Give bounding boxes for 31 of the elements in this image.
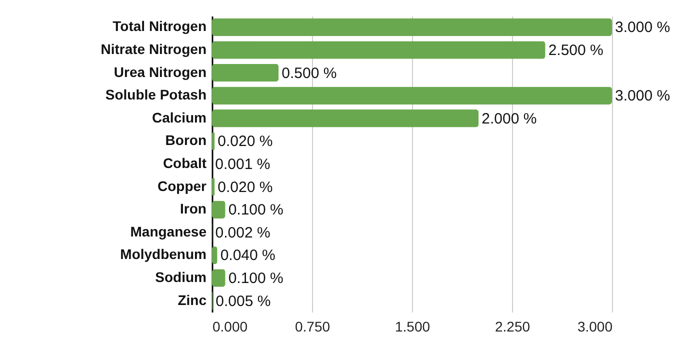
x-tick-label: 2.250	[494, 318, 530, 334]
data-label: 0.100 %	[228, 270, 284, 288]
data-label: 0.100 %	[228, 202, 284, 219]
y-tick-label: Iron	[180, 200, 206, 217]
y-tick-label: Sodium	[155, 269, 206, 286]
y-tick-label: Total Nitrogen	[112, 18, 206, 34]
data-label: 0.040 %	[220, 247, 276, 264]
data-label: 0.020 %	[218, 178, 273, 196]
y-tick-label: Cobalt	[162, 155, 207, 171]
y-tick-label: Soluble Potash	[105, 86, 206, 103]
x-tick-label: 1.500	[394, 318, 430, 334]
data-label: 3.000 %	[615, 88, 670, 105]
x-tick-label: 0.000	[212, 318, 248, 334]
y-tick-label: Molydbenum	[120, 246, 206, 262]
data-label: 2.000 %	[482, 110, 537, 128]
y-tick-label: Boron	[165, 132, 206, 148]
data-label: 0.001 %	[215, 156, 270, 173]
data-label: 0.005 %	[216, 292, 271, 310]
y-tick-label: Zinc	[178, 292, 207, 308]
data-label: 0.500 %	[282, 64, 337, 82]
data-label: 2.500 %	[548, 42, 604, 59]
y-tick-label: Urea Nitrogen	[114, 64, 206, 80]
x-tick-label: 3.000	[577, 318, 613, 334]
data-label: 0.020 %	[218, 133, 273, 150]
y-tick-label: Nitrate Nitrogen	[100, 40, 206, 57]
y-tick-label: Copper	[158, 178, 208, 194]
y-tick-label: Manganese	[130, 223, 207, 240]
data-label: 0.002 %	[215, 224, 270, 242]
data-label: 3.000 %	[615, 19, 670, 36]
x-tick-label: 0.750	[294, 318, 330, 334]
y-tick-label: Calcium	[152, 109, 206, 126]
